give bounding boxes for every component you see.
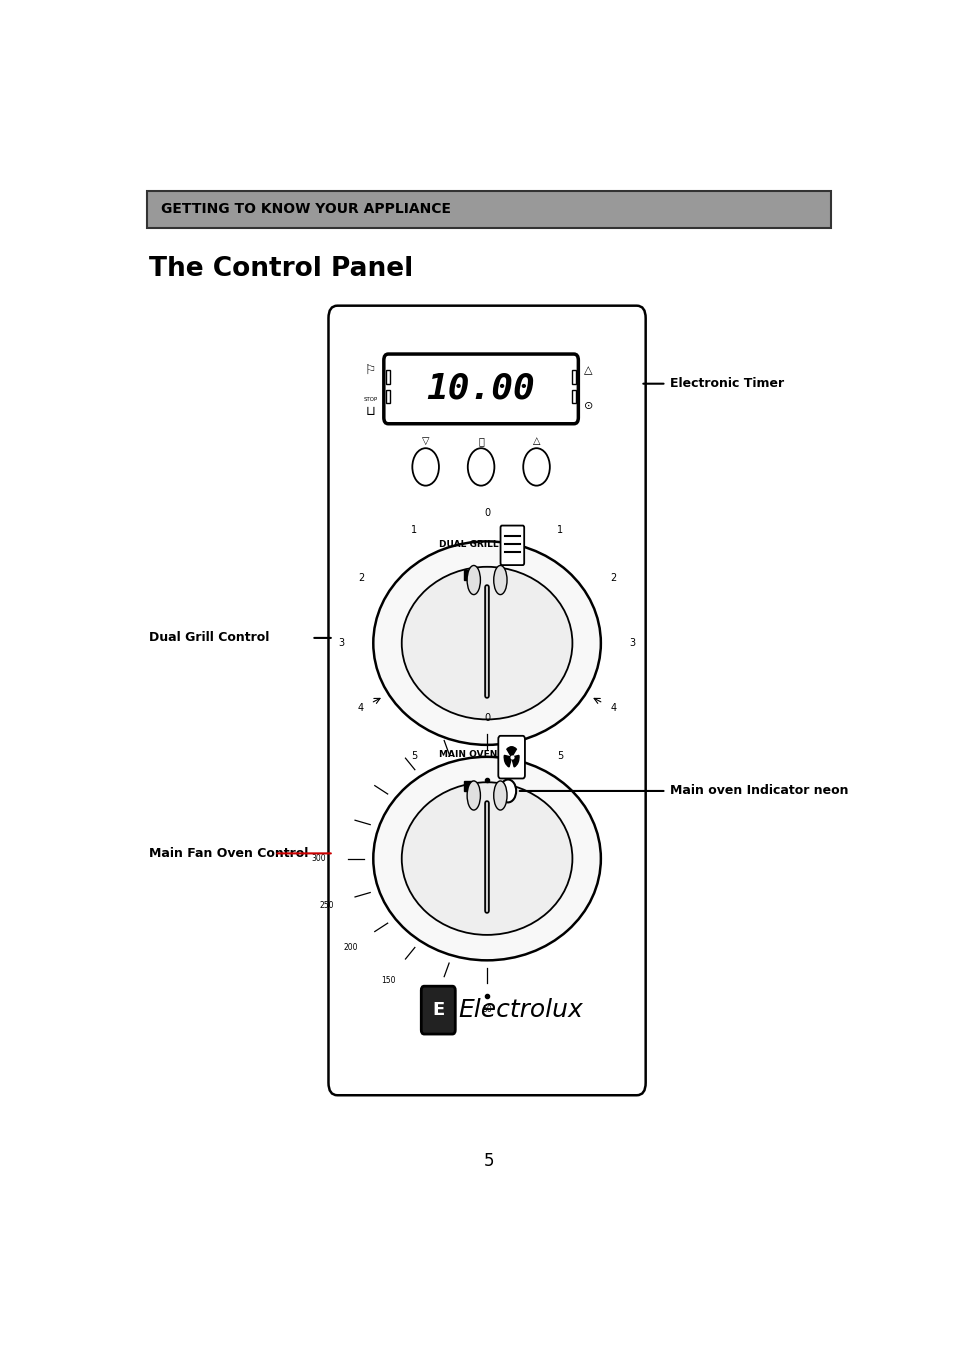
Text: DUAL GRILL: DUAL GRILL: [438, 540, 498, 549]
Text: Main oven Indicator neon: Main oven Indicator neon: [669, 785, 847, 797]
Text: 3: 3: [629, 638, 635, 648]
Text: ▽: ▽: [421, 436, 429, 446]
Text: 250: 250: [319, 901, 334, 909]
FancyBboxPatch shape: [328, 305, 645, 1096]
Wedge shape: [506, 747, 516, 757]
Text: 1: 1: [411, 526, 416, 535]
Text: The Control Panel: The Control Panel: [149, 255, 413, 282]
Text: 4: 4: [610, 704, 616, 713]
Text: ⊔: ⊔: [365, 405, 375, 419]
Ellipse shape: [401, 782, 572, 935]
Ellipse shape: [401, 567, 572, 720]
Wedge shape: [511, 755, 518, 767]
Text: 1: 1: [557, 526, 562, 535]
Bar: [571, 370, 576, 384]
Text: Main Fan Oven Control: Main Fan Oven Control: [149, 847, 308, 859]
Bar: [386, 370, 390, 384]
Bar: [571, 390, 576, 404]
Text: Electrolux: Electrolux: [457, 998, 582, 1023]
Text: 0: 0: [483, 508, 490, 517]
Ellipse shape: [373, 757, 600, 961]
Text: 3: 3: [338, 638, 344, 648]
Ellipse shape: [373, 542, 600, 744]
Text: 0: 0: [483, 713, 490, 723]
Text: 50: 50: [481, 1005, 492, 1013]
Text: 2: 2: [357, 573, 364, 584]
Text: △: △: [584, 365, 593, 376]
FancyBboxPatch shape: [497, 736, 524, 778]
Text: 150: 150: [380, 975, 395, 985]
Text: 100: 100: [427, 997, 442, 1006]
FancyBboxPatch shape: [500, 526, 523, 565]
Text: 5: 5: [411, 751, 417, 761]
Ellipse shape: [467, 566, 480, 594]
Ellipse shape: [467, 781, 480, 811]
Text: 2: 2: [610, 573, 616, 584]
Ellipse shape: [494, 781, 506, 811]
FancyBboxPatch shape: [421, 986, 455, 1034]
Text: ⚐: ⚐: [364, 363, 375, 377]
Text: Electronic Timer: Electronic Timer: [669, 377, 783, 390]
Text: 10.00: 10.00: [426, 372, 535, 405]
Bar: [386, 390, 390, 404]
Text: 5: 5: [483, 1152, 494, 1170]
Text: E: E: [432, 1001, 444, 1019]
Circle shape: [499, 780, 516, 802]
Circle shape: [522, 449, 549, 485]
Circle shape: [467, 449, 494, 485]
FancyBboxPatch shape: [383, 354, 578, 424]
FancyBboxPatch shape: [147, 192, 830, 228]
Text: 4: 4: [357, 704, 364, 713]
Text: GETTING TO KNOW YOUR APPLIANCE: GETTING TO KNOW YOUR APPLIANCE: [160, 203, 450, 216]
Text: ⏻: ⏻: [477, 436, 483, 446]
Text: 200: 200: [343, 943, 357, 951]
Wedge shape: [504, 755, 511, 767]
Ellipse shape: [494, 566, 506, 594]
Text: △: △: [532, 436, 539, 446]
Text: ⊙: ⊙: [583, 400, 593, 411]
Circle shape: [412, 449, 438, 485]
Text: 300: 300: [311, 854, 326, 863]
Text: MAIN OVEN: MAIN OVEN: [438, 750, 497, 759]
Text: 5: 5: [557, 751, 562, 761]
Text: Dual Grill Control: Dual Grill Control: [149, 631, 269, 644]
Text: STOP: STOP: [363, 397, 377, 401]
